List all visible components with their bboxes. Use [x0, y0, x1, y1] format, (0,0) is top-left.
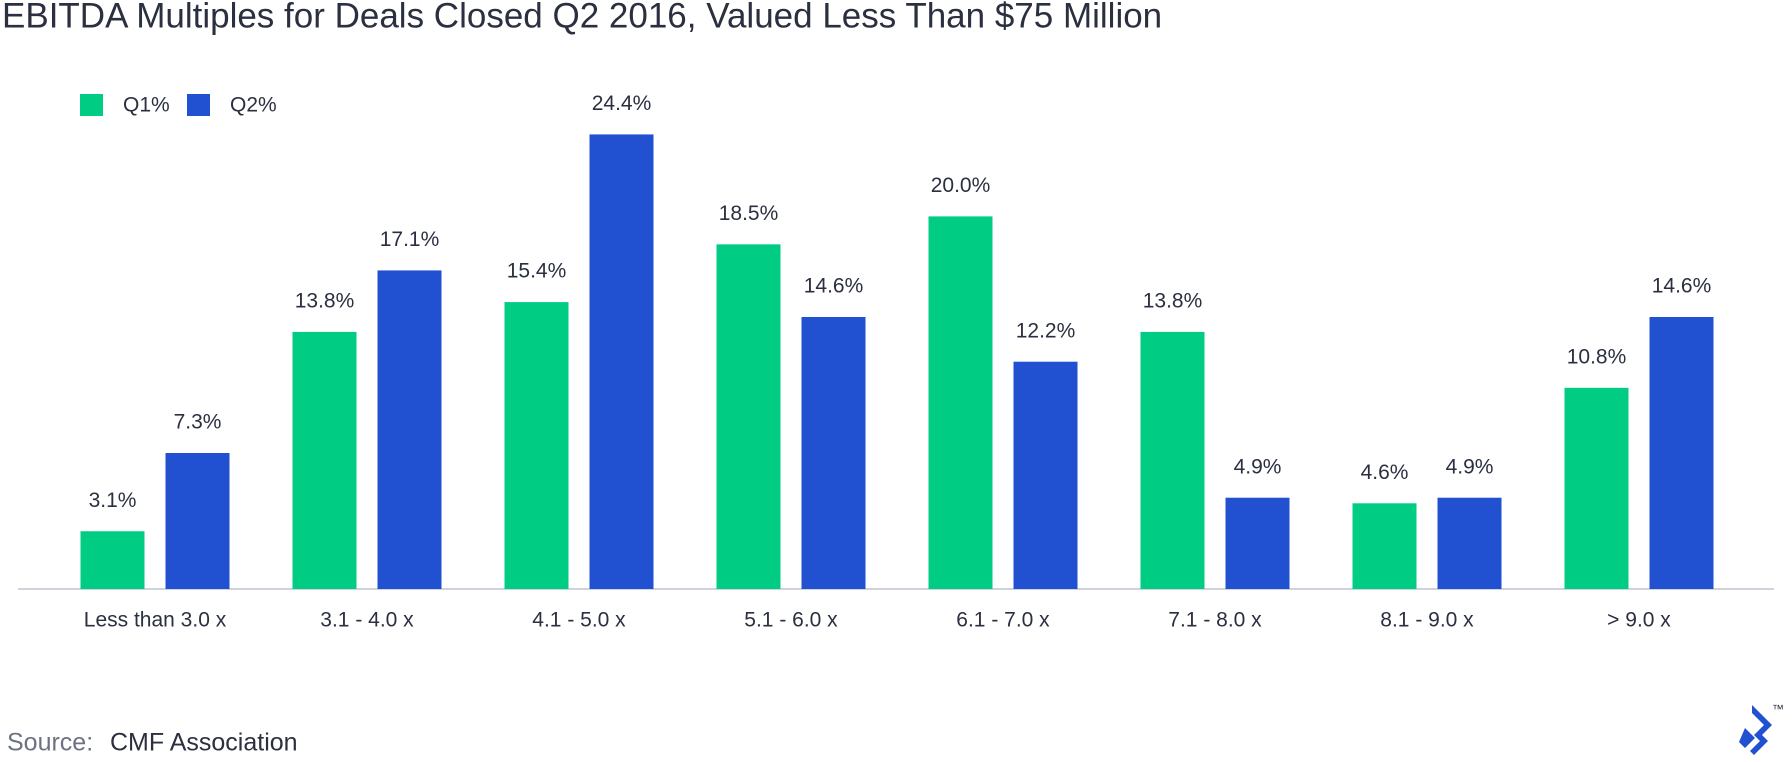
logo: ™ [1739, 702, 1784, 755]
x-tick-label: 7.1 - 8.0 x [1168, 609, 1262, 632]
x-tick-label: 8.1 - 9.0 x [1380, 609, 1474, 632]
bar [716, 244, 781, 589]
value-label: 7.3% [174, 411, 222, 434]
source: CMF Association [110, 729, 298, 757]
value-label: 15.4% [507, 260, 567, 283]
legend-label: Q2% [230, 94, 277, 117]
x-tick-label: 4.1 - 5.0 x [532, 609, 626, 632]
value-label: 18.5% [719, 202, 779, 225]
value-label: 13.8% [1143, 289, 1203, 312]
logo-shape [1739, 705, 1772, 755]
chart-title: EBITDA Multiples for Deals Closed Q2 201… [2, 0, 1162, 35]
value-label: 4.9% [1446, 455, 1494, 478]
bar [1352, 503, 1417, 589]
value-label: 10.8% [1567, 345, 1627, 368]
value-label: 14.6% [804, 275, 864, 298]
x-tick-label: 5.1 - 6.0 x [744, 609, 838, 632]
x-tick-label: > 9.0 x [1607, 609, 1671, 632]
bar [801, 317, 866, 589]
legend-label: Q1% [123, 94, 170, 117]
bar [589, 134, 654, 590]
value-label: 4.6% [1361, 461, 1409, 484]
bar [1225, 497, 1290, 589]
x-tick-label: 6.1 - 7.0 x [956, 609, 1050, 632]
bar [377, 270, 442, 589]
value-label: 14.6% [1652, 275, 1712, 298]
logo-mark: ™ [1772, 702, 1784, 716]
value-label: 24.4% [592, 92, 652, 115]
bar [1649, 317, 1714, 589]
legend-swatch [187, 94, 210, 116]
bar [292, 331, 357, 589]
x-tick-label: 3.1 - 4.0 x [320, 609, 414, 632]
value-label: 17.1% [380, 228, 440, 251]
bar [80, 531, 145, 589]
value-label: 13.8% [295, 289, 355, 312]
x-tick-label: Less than 3.0 x [84, 609, 227, 632]
legend-swatch [80, 94, 103, 116]
bar [928, 216, 993, 589]
value-label: 3.1% [89, 489, 137, 512]
bar [165, 453, 230, 589]
bar [1437, 497, 1502, 589]
value-label: 20.0% [931, 174, 991, 197]
value-label: 12.2% [1016, 319, 1076, 342]
bar [1140, 331, 1205, 589]
bar [504, 302, 569, 589]
bar [1013, 361, 1078, 589]
source-label: Source: [7, 729, 93, 757]
value-label: 4.9% [1234, 455, 1282, 478]
bar [1564, 387, 1629, 589]
